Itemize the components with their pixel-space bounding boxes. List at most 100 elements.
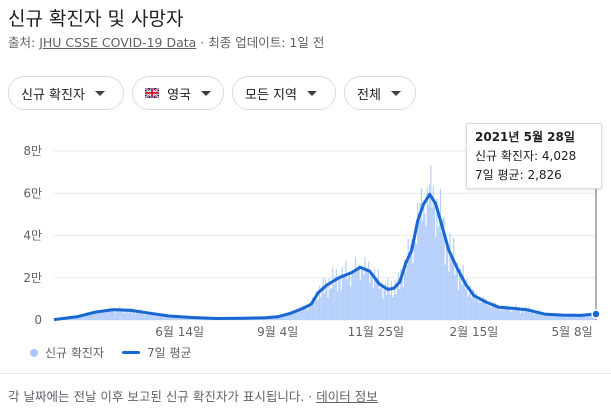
daily-cases-bar xyxy=(503,309,505,320)
period-filter-button[interactable]: 전체 xyxy=(344,76,416,110)
daily-cases-bar xyxy=(179,316,181,320)
daily-cases-bar xyxy=(418,217,420,320)
daily-cases-bar xyxy=(298,309,300,320)
daily-cases-bar xyxy=(545,313,547,320)
daily-cases-bar xyxy=(482,296,485,320)
daily-cases-bar xyxy=(384,283,387,320)
daily-cases-bar xyxy=(459,268,461,320)
daily-cases-bar xyxy=(468,293,470,320)
daily-cases-bar xyxy=(357,268,359,320)
daily-cases-bar xyxy=(321,285,323,320)
daily-cases-bar xyxy=(587,313,589,320)
daily-cases-bar xyxy=(95,312,97,320)
daily-cases-bar xyxy=(371,275,373,320)
daily-cases-bar xyxy=(78,317,80,320)
daily-cases-bar xyxy=(121,311,123,320)
daily-cases-bar xyxy=(340,290,342,320)
daily-cases-bar xyxy=(407,238,409,320)
daily-cases-bar xyxy=(169,316,171,320)
daily-cases-bar xyxy=(469,286,471,320)
x-tick-label: 11월 25일 xyxy=(348,325,404,339)
daily-cases-bar xyxy=(527,309,529,320)
daily-cases-bar xyxy=(189,318,191,320)
daily-cases-bar xyxy=(537,310,540,320)
daily-cases-bar xyxy=(490,307,492,320)
x-tick-label: 6월 14일 xyxy=(155,325,204,339)
daily-cases-bar xyxy=(326,284,328,320)
data-info-link[interactable]: 데이터 정보 xyxy=(316,389,378,404)
daily-cases-bar xyxy=(460,268,462,320)
source-link[interactable]: JHU CSSE COVID-19 Data xyxy=(39,35,197,50)
daily-cases-bar xyxy=(589,314,591,320)
daily-cases-bar xyxy=(292,310,294,320)
daily-cases-bar xyxy=(567,314,570,320)
daily-cases-bar xyxy=(364,257,366,320)
daily-cases-bar xyxy=(115,308,117,320)
daily-cases-bar xyxy=(372,288,375,320)
daily-cases-bar xyxy=(585,316,588,320)
daily-cases-bar xyxy=(386,294,388,320)
region-filter-button[interactable]: 모든 지역 xyxy=(232,76,336,110)
daily-cases-bar xyxy=(492,302,494,320)
cases-chart[interactable]: 0 2만 4만 6만 8만 6월 14일 9월 4일 11월 25일 2월 15일 5월 8일 xyxy=(0,120,611,345)
daily-cases-bar xyxy=(91,314,93,320)
daily-cases-bar xyxy=(413,236,415,320)
daily-cases-bar xyxy=(424,213,426,320)
daily-cases-bar xyxy=(147,314,150,320)
y-tick-label: 2만 xyxy=(23,271,42,285)
daily-cases-bar xyxy=(359,280,361,320)
daily-cases-bar xyxy=(116,308,119,320)
daily-cases-bar xyxy=(284,315,286,320)
daily-cases-bar xyxy=(573,314,576,320)
daily-cases-bar xyxy=(146,313,148,320)
daily-cases-bar xyxy=(109,307,111,320)
country-filter-button[interactable]: 영국 xyxy=(132,76,224,110)
daily-cases-bar xyxy=(549,314,552,320)
daily-cases-bar xyxy=(558,314,560,320)
daily-cases-bar xyxy=(278,317,280,320)
daily-cases-bar xyxy=(449,233,451,320)
y-tick-label: 8만 xyxy=(23,144,42,158)
daily-cases-bar xyxy=(309,302,311,320)
daily-cases-bar xyxy=(316,300,318,320)
metric-filter-button[interactable]: 신규 확진자 xyxy=(8,76,124,110)
daily-cases-bar xyxy=(89,314,91,320)
daily-cases-bar xyxy=(162,313,164,320)
daily-cases-bar xyxy=(313,297,315,320)
daily-cases-bar xyxy=(461,284,463,320)
daily-cases-bar xyxy=(402,286,404,320)
footer: 각 날짜에는 전날 이후 보고된 신규 확진자가 표시됩니다. · 데이터 정보 xyxy=(8,386,378,405)
daily-cases-bar xyxy=(271,317,273,320)
daily-cases-bar xyxy=(439,188,442,320)
daily-cases-bar xyxy=(552,315,554,320)
daily-cases-bar xyxy=(481,299,483,320)
daily-cases-bar xyxy=(448,271,450,320)
daily-cases-bar xyxy=(479,297,481,320)
daily-cases-bar xyxy=(546,314,548,320)
daily-cases-bar xyxy=(96,309,98,320)
daily-cases-bar xyxy=(536,313,538,320)
daily-cases-bar xyxy=(101,312,103,320)
daily-cases-bar xyxy=(520,313,522,320)
daily-cases-bar xyxy=(540,313,542,320)
daily-cases-bar xyxy=(499,310,501,320)
daily-cases-bar xyxy=(496,305,498,320)
footer-divider xyxy=(0,373,611,374)
y-tick-label: 4만 xyxy=(23,229,42,243)
daily-cases-bar xyxy=(315,291,317,320)
daily-cases-bar xyxy=(88,313,90,320)
daily-cases-bar xyxy=(295,312,297,320)
daily-cases-bar xyxy=(453,237,455,320)
daily-cases-bar xyxy=(486,302,488,320)
daily-cases-bar xyxy=(376,282,378,320)
daily-cases-bar xyxy=(346,279,348,320)
daily-cases-bar xyxy=(351,271,353,320)
daily-cases-bar xyxy=(132,308,134,320)
y-tick-label: 6만 xyxy=(23,186,42,200)
daily-cases-bar xyxy=(388,286,390,320)
daily-cases-bar xyxy=(466,278,468,320)
daily-cases-bar xyxy=(528,306,530,320)
daily-cases-bar xyxy=(480,303,482,320)
footer-separator: · xyxy=(304,389,317,404)
daily-cases-bar xyxy=(308,305,310,320)
